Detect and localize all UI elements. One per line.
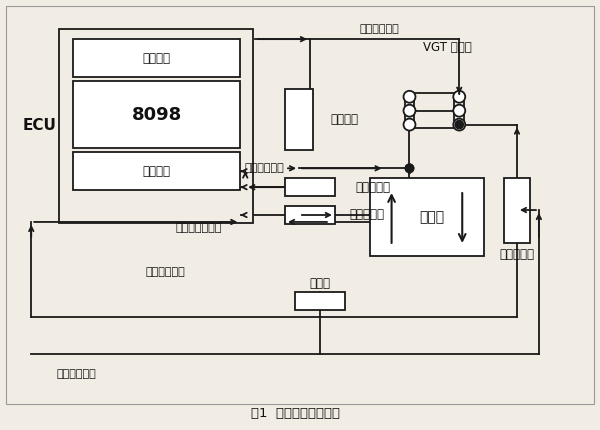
Text: 控制输出信号: 控制输出信号 <box>360 24 400 34</box>
Text: 手动控制信号: 手动控制信号 <box>56 369 96 379</box>
Circle shape <box>406 164 413 172</box>
Bar <box>73 152 240 190</box>
Circle shape <box>455 120 463 129</box>
Text: 喉口位移信号: 喉口位移信号 <box>244 163 284 173</box>
Text: 输入接口: 输入接口 <box>143 165 170 178</box>
Circle shape <box>404 119 415 131</box>
Bar <box>285 178 335 196</box>
Text: 电位器: 电位器 <box>310 277 331 290</box>
Circle shape <box>453 105 465 117</box>
Text: ECU: ECU <box>22 118 56 133</box>
Text: 位移传感器: 位移传感器 <box>355 181 390 194</box>
Bar <box>370 178 484 256</box>
Text: 转速传感器: 转速传感器 <box>349 209 384 221</box>
Text: 图1  控制系统总体布置: 图1 控制系统总体布置 <box>251 407 340 420</box>
Text: 发动机: 发动机 <box>419 210 445 224</box>
Text: 发动机转速信号: 发动机转速信号 <box>176 223 222 233</box>
Text: 输出接口: 输出接口 <box>143 52 170 64</box>
Bar <box>295 292 345 310</box>
Circle shape <box>453 119 465 131</box>
Circle shape <box>406 164 413 172</box>
Bar <box>73 39 240 77</box>
Circle shape <box>404 105 415 117</box>
Text: 力矩电机: 力矩电机 <box>331 113 359 126</box>
Bar <box>285 206 335 224</box>
Text: 增压压力信号: 增压压力信号 <box>146 267 185 276</box>
Circle shape <box>453 91 465 103</box>
Text: VGT 增压器: VGT 增压器 <box>423 40 472 54</box>
Bar <box>504 178 530 243</box>
Bar <box>73 81 240 148</box>
Circle shape <box>404 91 415 103</box>
Bar <box>59 29 253 223</box>
Text: 压力传感器: 压力传感器 <box>499 248 535 261</box>
Bar <box>285 89 313 150</box>
Text: 8098: 8098 <box>131 106 182 124</box>
